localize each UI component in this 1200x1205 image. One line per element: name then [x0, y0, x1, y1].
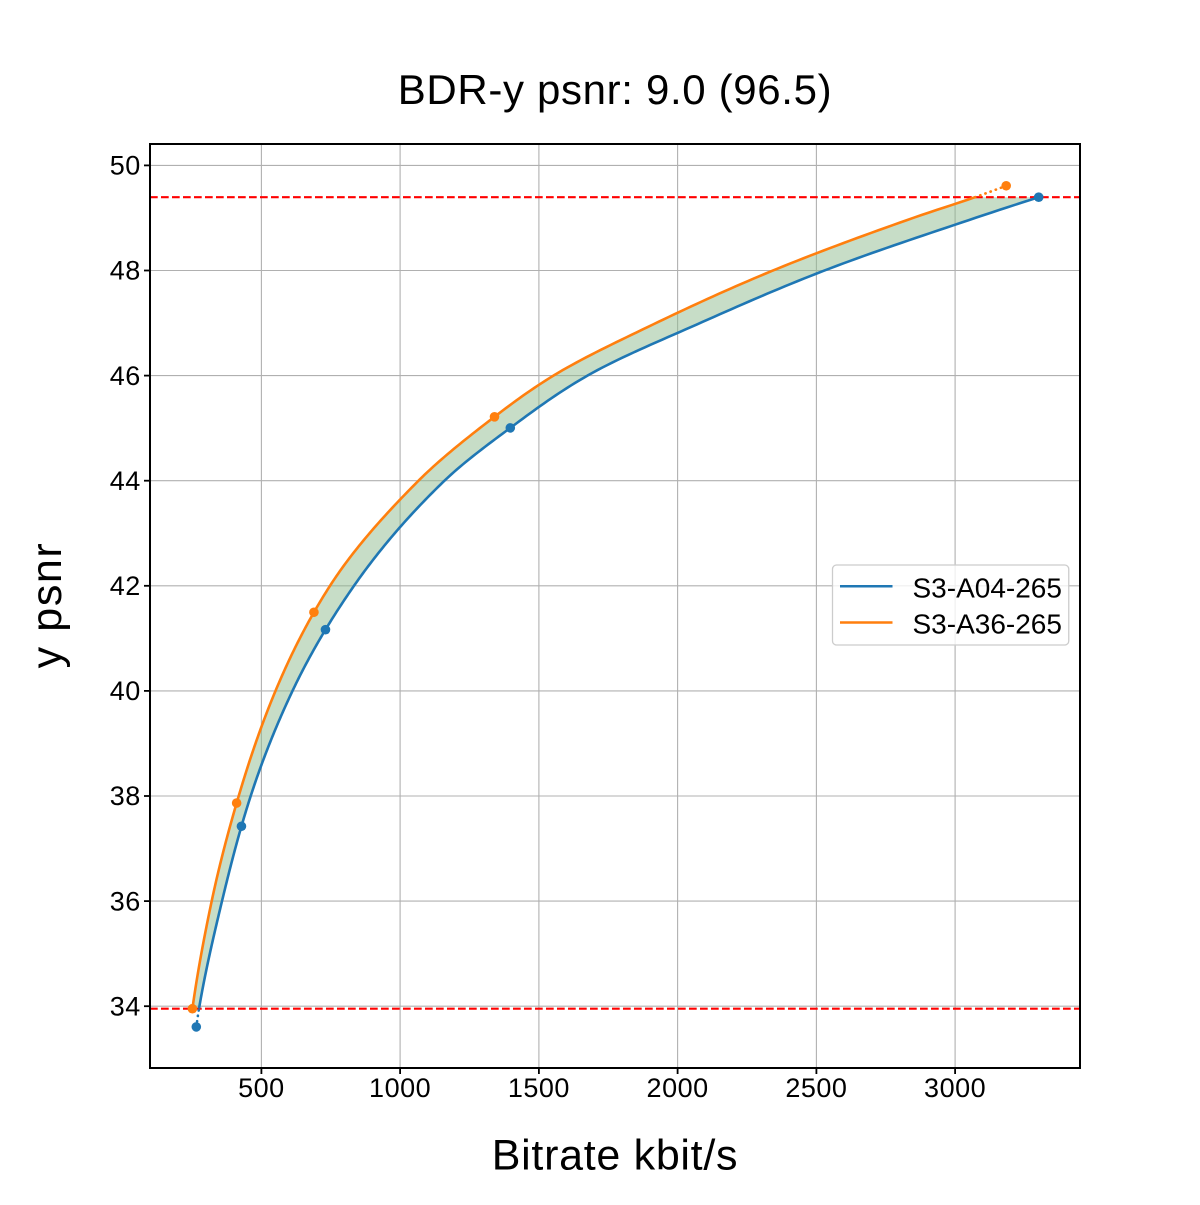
svg-text:y psnr: y psnr: [23, 542, 71, 669]
svg-text:48: 48: [110, 256, 141, 286]
svg-text:BDR-y psnr: 9.0 (96.5): BDR-y psnr: 9.0 (96.5): [398, 66, 832, 113]
svg-text:Bitrate kbit/s: Bitrate kbit/s: [492, 1132, 738, 1180]
svg-text:3000: 3000: [924, 1073, 986, 1103]
svg-text:S3-A04-265: S3-A04-265: [913, 573, 1062, 604]
svg-text:46: 46: [110, 361, 141, 391]
svg-text:S3-A36-265: S3-A36-265: [913, 609, 1062, 640]
svg-text:50: 50: [110, 151, 141, 181]
svg-text:500: 500: [238, 1073, 285, 1103]
svg-text:1000: 1000: [369, 1073, 431, 1103]
svg-text:42: 42: [110, 571, 141, 601]
svg-text:2500: 2500: [785, 1073, 847, 1103]
svg-text:36: 36: [110, 886, 141, 916]
svg-text:34: 34: [110, 991, 141, 1021]
svg-text:1500: 1500: [508, 1073, 570, 1103]
svg-text:40: 40: [110, 676, 141, 706]
svg-text:2000: 2000: [647, 1073, 709, 1103]
svg-text:44: 44: [110, 466, 141, 496]
svg-text:38: 38: [110, 781, 141, 811]
